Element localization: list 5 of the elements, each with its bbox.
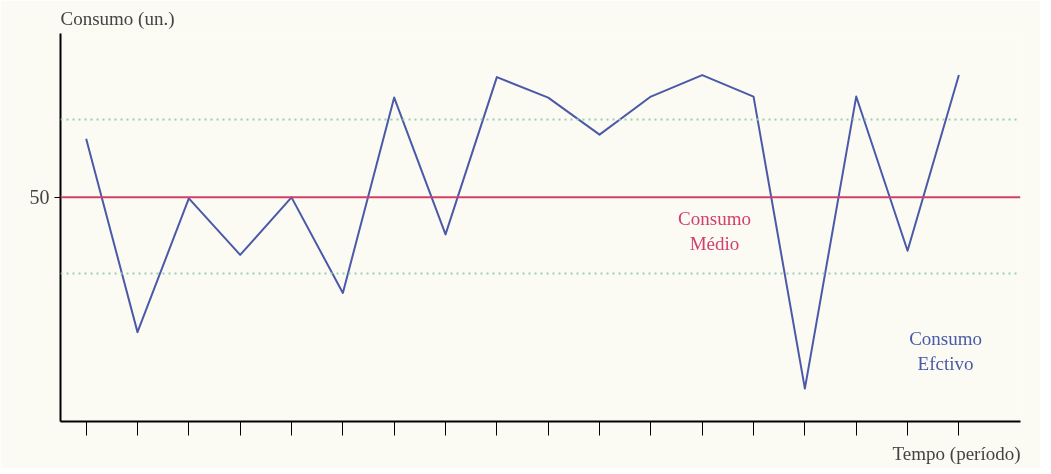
text: Consumo Efctivo <box>909 327 982 375</box>
y-axis-title: Consumo (un.) <box>60 7 175 30</box>
ref-line-label: Consumo Médio <box>678 207 751 254</box>
text: 50 <box>29 186 50 209</box>
x-axis-title: Tempo (período) <box>892 442 1021 465</box>
